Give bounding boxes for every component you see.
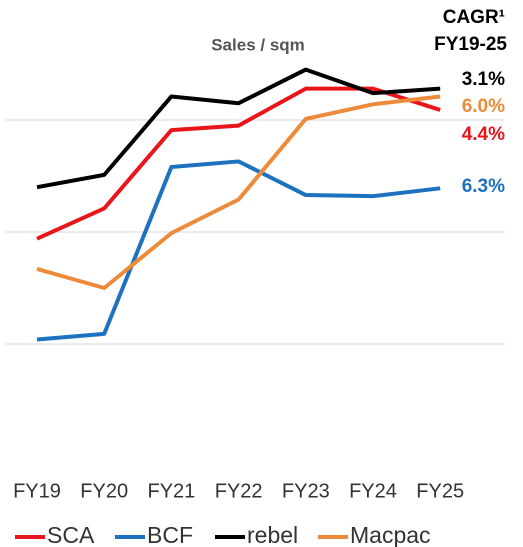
x-tick-label: FY20	[80, 480, 128, 502]
x-tick-label: FY25	[416, 480, 464, 502]
series-line	[36, 94, 441, 290]
x-tick-label: FY24	[349, 480, 397, 502]
annotation: CAGR¹	[443, 7, 505, 28]
legend-label: Macpac	[350, 522, 431, 547]
x-tick-label: FY19	[13, 480, 61, 502]
x-tick-label: FY23	[282, 480, 330, 502]
legend-label: BCF	[147, 522, 193, 547]
cagr-label: 6.3%	[462, 176, 505, 197]
cagr-label: 3.1%	[462, 69, 505, 90]
x-tick-label: FY21	[147, 480, 195, 502]
legend-label: SCA	[47, 522, 95, 547]
annotation: FY19-25	[434, 34, 507, 55]
cagr-label: 6.0%	[462, 96, 505, 117]
legend-label: rebel	[247, 522, 298, 547]
series-line	[36, 159, 441, 342]
chart-title: Sales / sqm	[211, 35, 305, 54]
series-line	[36, 86, 441, 241]
x-tick-label: FY22	[215, 480, 263, 502]
cagr-label: 4.4%	[462, 124, 505, 145]
series-line	[36, 67, 441, 190]
